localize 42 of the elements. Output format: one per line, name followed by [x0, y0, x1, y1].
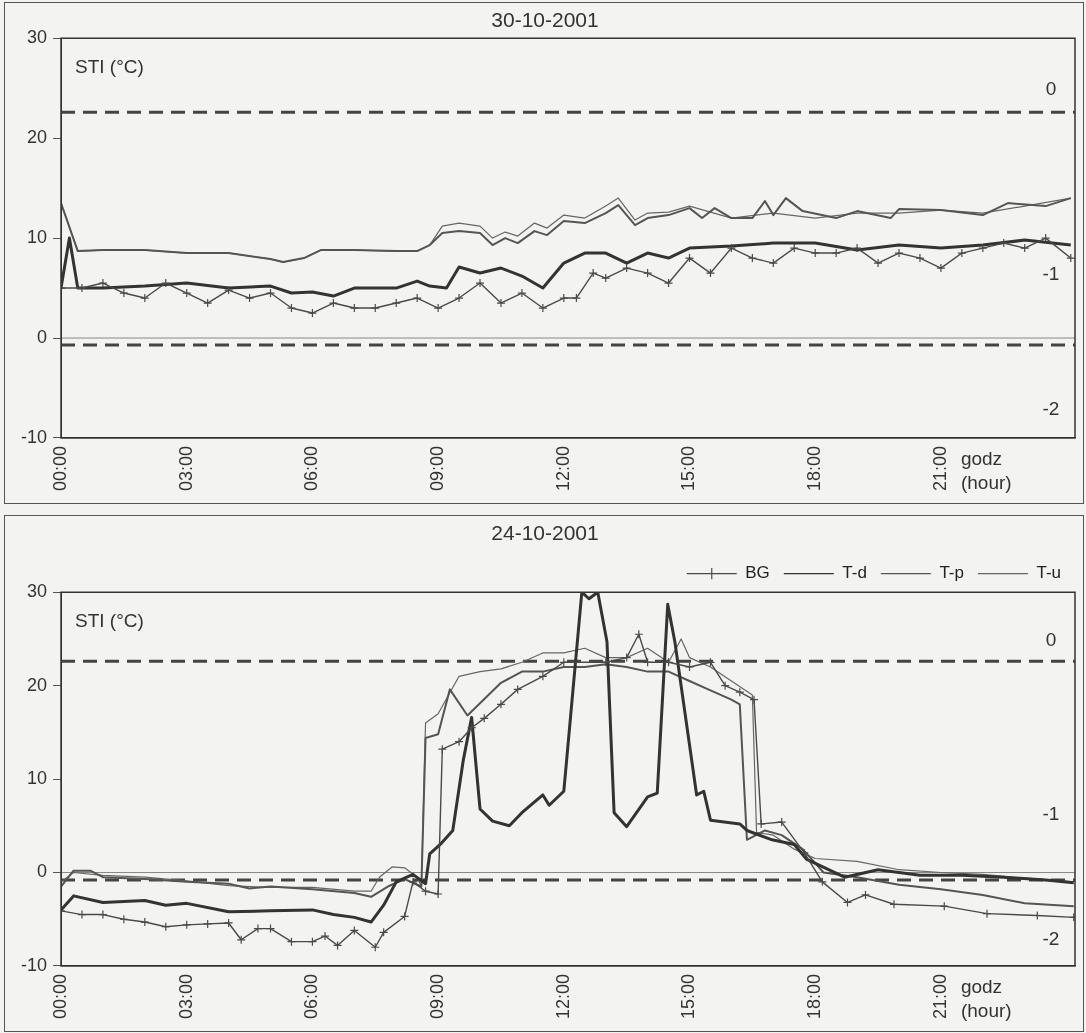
- x-tick-label: 06:00: [301, 973, 322, 1019]
- y-tick-label: -10: [21, 954, 48, 975]
- x-tick-label: 06:00: [301, 445, 322, 491]
- annotation: 0: [1045, 78, 1057, 100]
- y-tick-label: 10: [26, 768, 48, 789]
- x-tick-label: 18:00: [804, 973, 825, 1019]
- annotation: -1: [1042, 263, 1060, 285]
- x-tick-label: 15:00: [678, 973, 699, 1019]
- annotation: -2: [1042, 928, 1060, 950]
- x-tick-label: 21:00: [929, 973, 950, 1019]
- legend-label: T-p: [939, 563, 964, 583]
- x-tick-label: 21:00: [929, 445, 950, 491]
- x-axis-title: godz (hour): [960, 447, 1012, 493]
- x-axis-title: godz (hour): [960, 975, 1012, 1021]
- x-tick-label: 15:00: [678, 445, 699, 491]
- annotation: -1: [1042, 802, 1060, 824]
- x-tick-label: 12:00: [552, 445, 573, 491]
- y-tick-label: 10: [26, 227, 48, 248]
- x-tick-label: 00:00: [49, 973, 70, 1019]
- legend-label: T-u: [1036, 563, 1061, 583]
- annotation: 0: [1045, 628, 1057, 650]
- y-axis-title: STI (°C): [75, 609, 144, 631]
- y-tick-label: 30: [26, 581, 48, 602]
- y-tick-label: -10: [21, 426, 48, 447]
- y-tick-label: 0: [37, 326, 48, 347]
- x-tick-label: 03:00: [175, 973, 196, 1019]
- chart-title: 24-10-2001: [491, 521, 599, 545]
- y-tick-label: 20: [26, 127, 48, 148]
- chart-title: 30-10-2001: [491, 8, 599, 32]
- y-axis-title: STI (°C): [75, 55, 144, 77]
- x-tick-label: 00:00: [49, 445, 70, 491]
- legend-label: T-d: [842, 563, 867, 583]
- annotation: -2: [1042, 398, 1060, 420]
- y-tick-label: 20: [26, 674, 48, 695]
- legend-label: BG: [745, 563, 770, 583]
- x-tick-label: 09:00: [427, 973, 448, 1019]
- x-tick-label: 18:00: [804, 445, 825, 491]
- y-tick-label: 30: [26, 27, 48, 48]
- x-tick-label: 12:00: [552, 973, 573, 1019]
- y-tick-label: 0: [37, 861, 48, 882]
- x-tick-label: 03:00: [175, 445, 196, 491]
- x-tick-label: 09:00: [427, 445, 448, 491]
